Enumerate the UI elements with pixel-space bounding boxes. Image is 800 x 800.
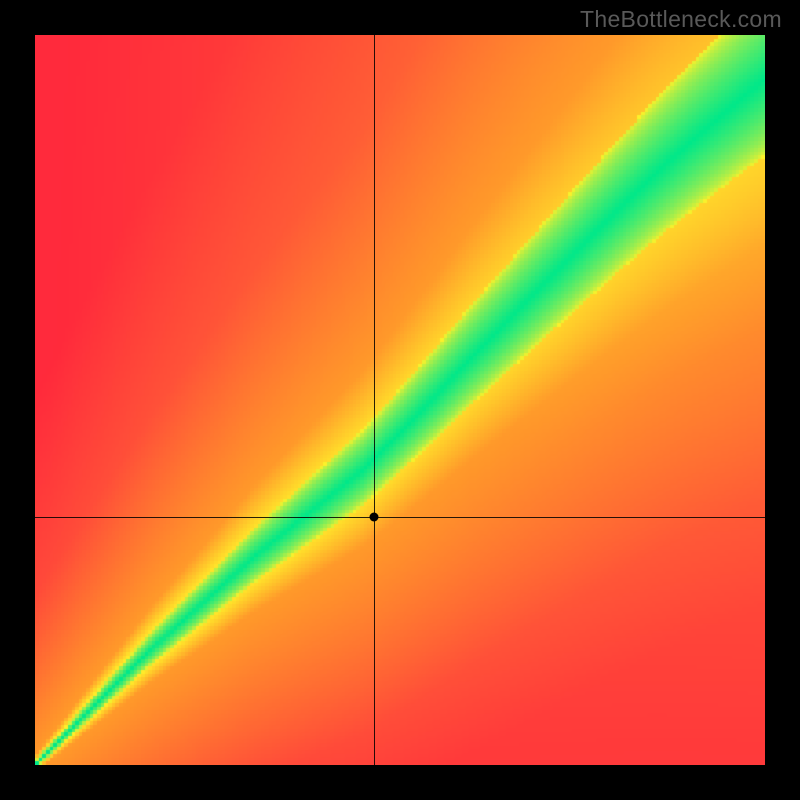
heatmap-plot [35, 35, 765, 765]
crosshair-horizontal [35, 517, 765, 518]
marker-dot [370, 512, 379, 521]
heatmap-canvas [35, 35, 765, 765]
crosshair-vertical [374, 35, 375, 765]
watermark: TheBottleneck.com [580, 6, 782, 33]
